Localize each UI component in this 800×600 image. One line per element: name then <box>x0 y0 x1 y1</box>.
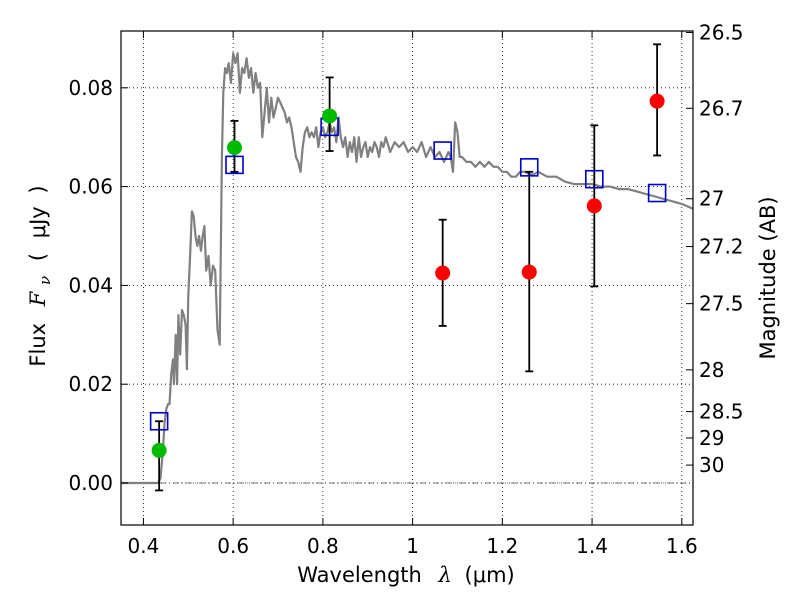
y2-tick-label-1: 26.7 <box>699 96 744 120</box>
detections-point-1 <box>227 140 243 156</box>
detections-point-0 <box>151 442 167 458</box>
x-tick-label-2: 0.8 <box>307 534 339 558</box>
y-tick-label-0: 0.00 <box>68 471 113 495</box>
y2-tick-label-3: 27.2 <box>699 235 744 259</box>
y2-tick-label-8: 30 <box>699 453 724 477</box>
axis-ticks: 0.4 0.6 0.8 1 1.2 1.4 1.6 0.00 0.02 0.04 0.06 0.08 2… <box>68 20 743 558</box>
plot-frame <box>120 30 694 526</box>
y2-tick-label-2: 27 <box>699 187 724 211</box>
upper_points-point-0 <box>435 265 451 281</box>
y-tick-label-1: 0.02 <box>68 372 113 396</box>
upper_points-point-3 <box>649 93 665 109</box>
y-axis-label: Flux F ν ( μJy ) <box>26 185 55 366</box>
y2-tick-label-5: 28 <box>699 358 724 382</box>
y2-tick-label-7: 29 <box>699 426 724 450</box>
y-axis-label-text: Flux <box>26 323 50 367</box>
model-photometry-square-0 <box>149 411 169 431</box>
y-axis-label-paren-close: ) <box>26 185 50 193</box>
x-axis-label-unit: (μm) <box>465 563 515 587</box>
x-axis-label-text: Wavelength <box>297 563 422 587</box>
x-axis-label: Wavelength λ (μm) <box>297 563 514 587</box>
model-photometry-square-3 <box>433 141 452 160</box>
model-photometry-square-5 <box>585 169 604 189</box>
y-axis-label-symbol: F <box>26 290 50 307</box>
x-tick-label-1: 0.6 <box>217 534 249 558</box>
detections-point-2 <box>322 108 338 124</box>
y-axis-label-paren-open: ( <box>26 253 50 261</box>
x-tick-label-6: 1.6 <box>666 534 698 558</box>
y2-axis-label: Magnitude (AB) <box>756 196 780 359</box>
model-photometry-square-4 <box>519 158 539 177</box>
x-tick-label-0: 0.4 <box>128 534 160 558</box>
y2-tick-label-6: 28.5 <box>699 400 744 424</box>
x-tick-label-4: 1.2 <box>486 534 518 558</box>
model-photometry-square-6 <box>647 183 667 203</box>
y-axis-label-subscript: ν <box>36 276 54 285</box>
upper_points-point-1 <box>521 264 537 280</box>
model-photometry-square-1 <box>225 155 244 175</box>
plot-series <box>121 43 694 492</box>
y2-tick-label-0: 26.5 <box>699 20 744 44</box>
x-tick-label-5: 1.4 <box>576 534 608 558</box>
y-tick-label-3: 0.06 <box>68 175 113 199</box>
y-tick-label-4: 0.08 <box>68 76 113 100</box>
y-tick-label-2: 0.04 <box>68 273 113 297</box>
x-tick-label-3: 1 <box>406 534 419 558</box>
x-axis-label-symbol: λ <box>438 563 452 587</box>
y-axis-label-unit: μJy <box>26 206 50 238</box>
y2-tick-label-4: 27.5 <box>699 292 744 316</box>
upper_points-point-2 <box>586 198 602 214</box>
